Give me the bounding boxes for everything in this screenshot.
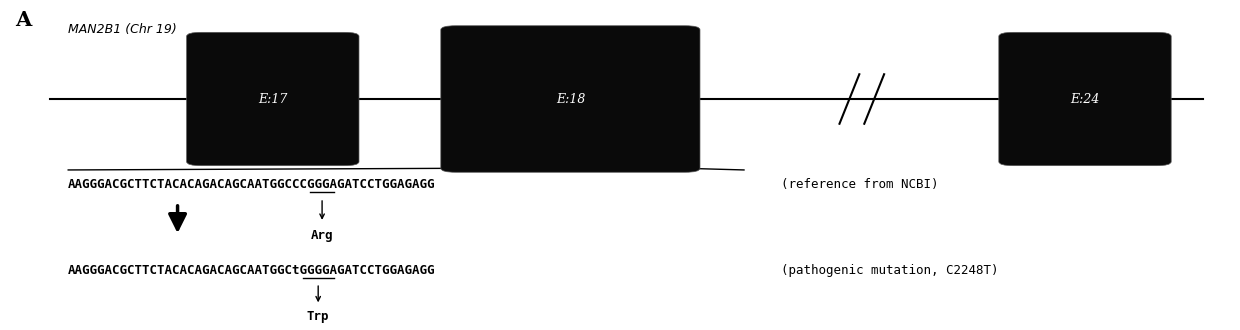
Text: E:24: E:24 bbox=[1070, 92, 1100, 106]
Text: (pathogenic mutation, C2248T): (pathogenic mutation, C2248T) bbox=[781, 264, 998, 277]
Text: Arg: Arg bbox=[311, 229, 334, 242]
Text: MAN2B1 (Chr 19): MAN2B1 (Chr 19) bbox=[68, 23, 177, 36]
FancyBboxPatch shape bbox=[999, 32, 1171, 166]
Text: E:18: E:18 bbox=[556, 92, 585, 106]
Text: E:17: E:17 bbox=[258, 92, 288, 106]
Text: AAGGGACGCTTCTACACAGACAGCAATGGCCCGGGAGATCCTGGAGAGG: AAGGGACGCTTCTACACAGACAGCAATGGCCCGGGAGATC… bbox=[68, 178, 435, 191]
FancyBboxPatch shape bbox=[441, 26, 699, 172]
FancyBboxPatch shape bbox=[186, 32, 360, 166]
Text: Trp: Trp bbox=[308, 310, 330, 323]
Text: A: A bbox=[15, 10, 31, 30]
Text: AAGGGACGCTTCTACACAGACAGCAATGGCtGGGGAGATCCTGGAGAGG: AAGGGACGCTTCTACACAGACAGCAATGGCtGGGGAGATC… bbox=[68, 264, 435, 277]
Text: (reference from NCBI): (reference from NCBI) bbox=[781, 178, 939, 191]
